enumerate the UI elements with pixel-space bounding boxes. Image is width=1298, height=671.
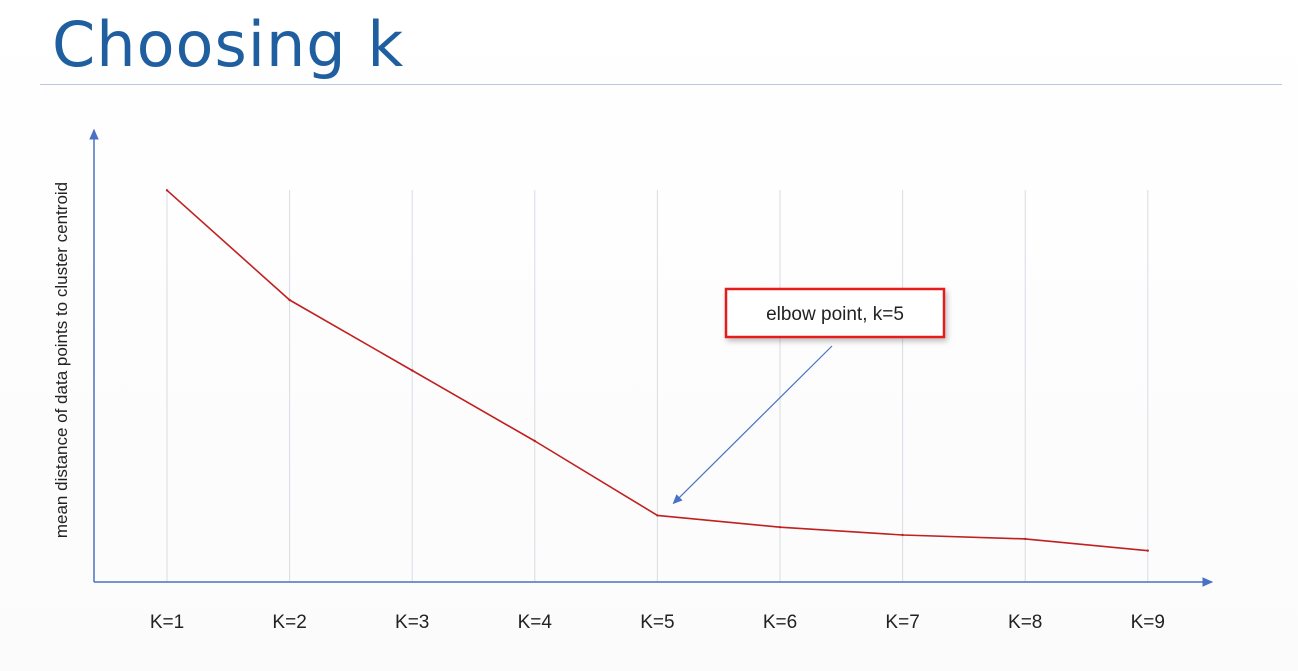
data-point-k-4 [533,439,536,443]
data-point-k-6 [778,525,782,529]
data-point-k-1 [165,189,169,192]
data-point-k-7 [901,533,904,537]
slide-title: Choosing k [52,8,405,81]
data-point-k-9 [1146,549,1150,552]
axis-layer [89,128,1214,587]
annotation-box [724,287,946,339]
x-tick-label-k-5: K=5 [640,612,674,633]
data-point-k-3 [411,369,414,372]
series-layer [165,189,1150,552]
x-tick-label-k-9: K=9 [1131,612,1165,633]
annotation-label: elbow point, k=5 [766,304,904,325]
data-point-k-5 [656,514,659,517]
x-tick-label-k-4: K=4 [518,612,553,633]
x-tick-label-k-3: K=3 [395,612,429,633]
x-tick-label-k-1: K=1 [150,612,184,633]
x-tick-label-k-2: K=2 [272,612,306,633]
grid-layer [166,190,1149,582]
data-point-k-2 [288,298,291,302]
x-tick-label-k-8: K=8 [1008,612,1042,633]
annotation-layer: elbow point, k=5 [672,287,946,505]
x-tick-label-k-7: K=7 [885,612,919,633]
data-point-k-8 [1023,537,1027,541]
title-divider [40,84,1282,85]
annotation-arrow [672,345,833,505]
tick-layer: K=1 K=2 K=3 K=4 K=5 K=6 K=7 K=8 K=9 [150,612,1165,633]
x-tick-label-k-6: K=6 [763,612,797,633]
